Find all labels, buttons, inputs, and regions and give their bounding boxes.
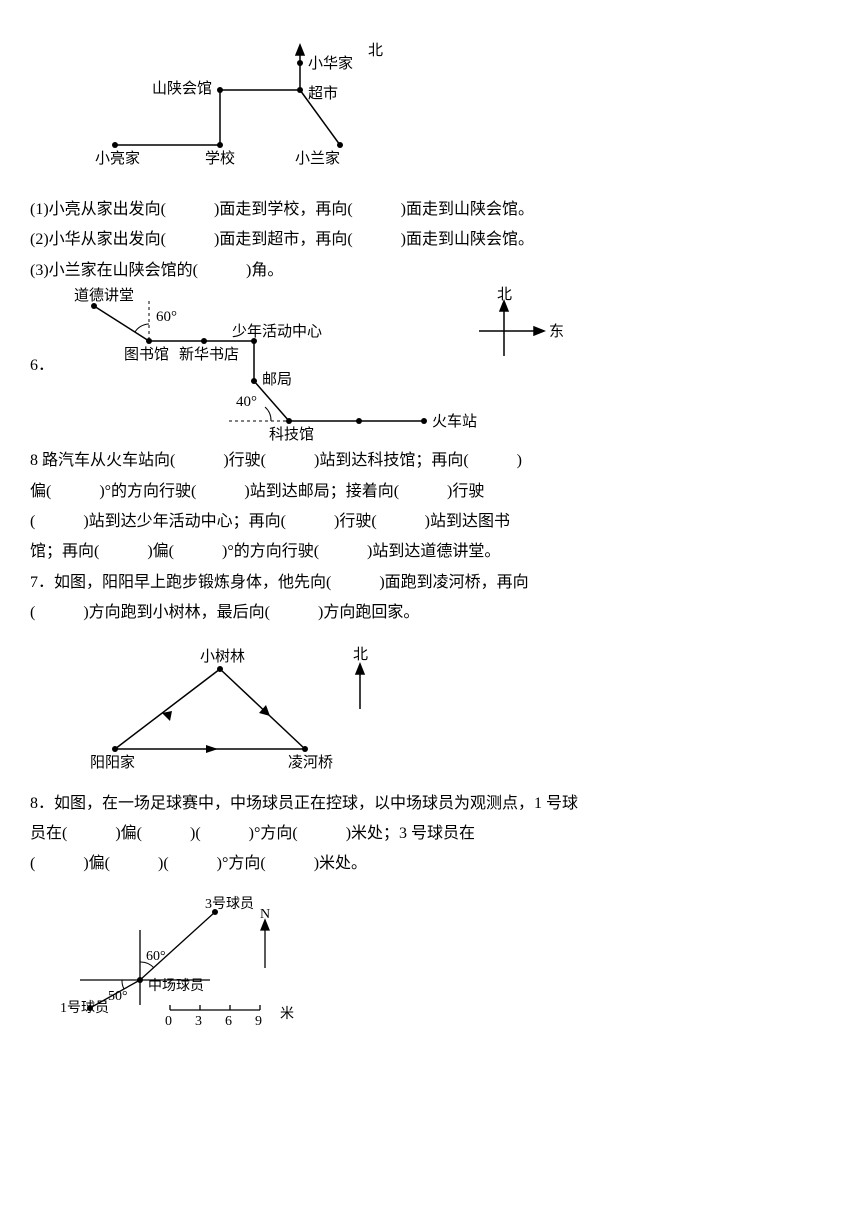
svg-text:少年活动中心: 少年活动中心 xyxy=(232,323,322,340)
svg-text:小树林: 小树林 xyxy=(200,648,245,665)
svg-text:小华家: 小华家 xyxy=(308,55,353,72)
svg-text:6: 6 xyxy=(225,1014,232,1029)
diagram2-svg: 道德讲堂 60° 少年活动中心 图书馆 新华书店 邮局 40° 科技馆 火车站 … xyxy=(64,286,604,446)
svg-text:东: 东 xyxy=(549,323,564,340)
svg-text:9: 9 xyxy=(255,1014,262,1029)
q7-text-2: ( )方向跑到小树林，最后向( )方向跑回家。 xyxy=(30,598,830,628)
svg-text:3: 3 xyxy=(195,1014,202,1029)
q6-text-3: ( )站到达少年活动中心；再向( )行驶( )站到达图书 xyxy=(30,507,830,537)
svg-text:北: 北 xyxy=(497,286,512,303)
q8-text-1: 8．如图，在一场足球赛中，中场球员正在控球，以中场球员为观测点，1 号球 xyxy=(30,789,830,819)
question-5-3: (3)小兰家在山陕会馆的( )角。 xyxy=(30,256,830,286)
svg-text:50°: 50° xyxy=(108,989,128,1004)
svg-text:邮局: 邮局 xyxy=(262,371,292,388)
q6-number: 6． xyxy=(30,351,54,381)
svg-text:0: 0 xyxy=(165,1014,172,1029)
diagram3-svg: 小树林 北 阳阳家 凌河桥 xyxy=(90,639,420,779)
svg-text:凌河桥: 凌河桥 xyxy=(288,754,333,771)
q8-text-3: ( )偏( )( )°方向( )米处。 xyxy=(30,849,830,879)
svg-text:学校: 学校 xyxy=(205,150,235,167)
svg-text:北: 北 xyxy=(353,646,368,663)
q7-text-1: 7．如图，阳阳早上跑步锻炼身体，他先向( )面跑到凌河桥，再向 xyxy=(30,568,830,598)
svg-text:科技馆: 科技馆 xyxy=(269,426,314,443)
question-5-1: (1)小亮从家出发向( )面走到学校，再向( )面走到山陕会馆。 xyxy=(30,195,830,225)
question-6: 6． 道德讲堂 60° 少年活动中心 图书馆 xyxy=(30,286,830,446)
svg-text:新华书店: 新华书店 xyxy=(179,346,239,363)
svg-text:道德讲堂: 道德讲堂 xyxy=(74,286,134,304)
svg-text:小亮家: 小亮家 xyxy=(95,150,140,167)
svg-text:北: 北 xyxy=(368,42,383,59)
svg-text:米: 米 xyxy=(280,1006,294,1022)
svg-text:60°: 60° xyxy=(156,309,177,325)
svg-text:中场球员: 中场球员 xyxy=(148,978,204,994)
svg-text:超市: 超市 xyxy=(308,85,338,102)
svg-text:40°: 40° xyxy=(236,394,257,410)
diagram-triangle: 小树林 北 阳阳家 凌河桥 xyxy=(90,639,830,779)
diagram-shanshan: 小华家 北 山陕会馆 超市 小亮家 学校 小兰家 xyxy=(90,40,830,185)
svg-text:60°: 60° xyxy=(146,949,166,964)
q6-text-4: 馆；再向( )偏( )°的方向行驶( )站到达道德讲堂。 xyxy=(30,537,830,567)
svg-text:小兰家: 小兰家 xyxy=(295,150,340,167)
diagram-football: 3号球员 N 60° 中场球员 1号球员 50° 0 3 6 9 米 xyxy=(60,890,830,1040)
svg-text:图书馆: 图书馆 xyxy=(124,346,169,363)
svg-text:阳阳家: 阳阳家 xyxy=(90,754,135,771)
q6-text-2: 偏( )°的方向行驶( )站到达邮局；接着向( )行驶 xyxy=(30,477,830,507)
svg-text:N: N xyxy=(260,907,270,922)
svg-text:山陕会馆: 山陕会馆 xyxy=(152,80,212,97)
svg-text:3号球员: 3号球员 xyxy=(205,896,254,912)
q6-text-1: 8 路汽车从火车站向( )行驶( )站到达科技馆；再向( ) xyxy=(30,446,830,476)
svg-text:火车站: 火车站 xyxy=(432,413,477,430)
diagram4-svg: 3号球员 N 60° 中场球员 1号球员 50° 0 3 6 9 米 xyxy=(60,890,380,1040)
question-5-2: (2)小华从家出发向( )面走到超市，再向( )面走到山陕会馆。 xyxy=(30,225,830,255)
q8-text-2: 员在( )偏( )( )°方向( )米处；3 号球员在 xyxy=(30,819,830,849)
diagram1-svg: 小华家 北 山陕会馆 超市 小亮家 学校 小兰家 xyxy=(90,40,420,185)
svg-text:1号球员: 1号球员 xyxy=(60,1000,109,1016)
